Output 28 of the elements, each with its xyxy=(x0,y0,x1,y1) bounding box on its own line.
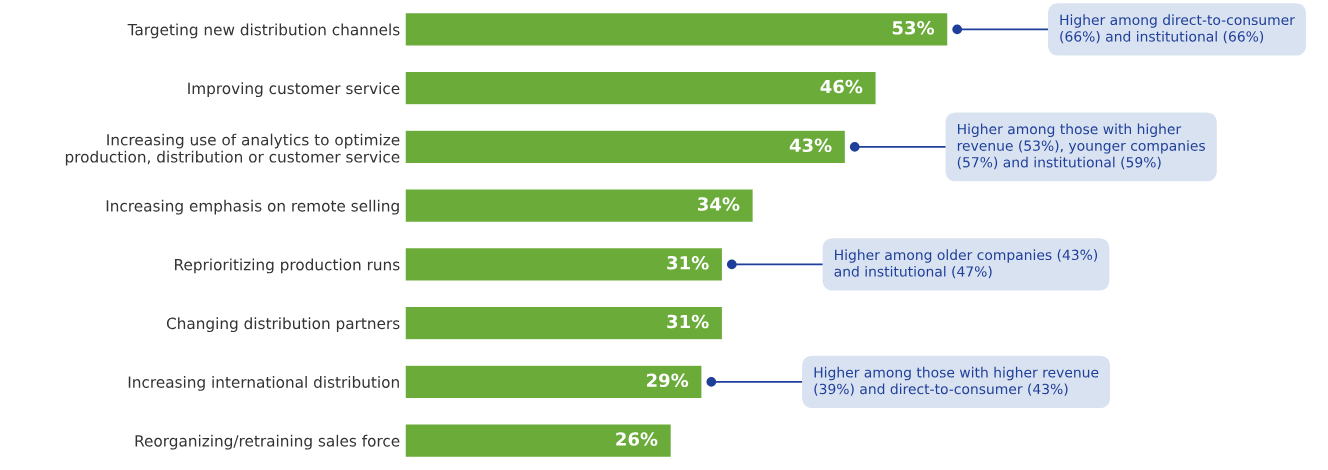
y-tick-label: Reprioritizing production runs xyxy=(175,258,400,274)
y-tick-label: Increasing international distribution xyxy=(128,376,399,391)
bar xyxy=(405,364,703,400)
y-tick-label: Increasing use of analytics to optimize production, distribution or customer service xyxy=(65,133,400,166)
annotation: Higher among those with higher revenue (39%) and direct-to-consumer (43%) xyxy=(814,366,1099,396)
bar xyxy=(405,423,673,459)
y-tick-label: Increasing emphasis on remote selling xyxy=(106,199,399,215)
data-label: 26% xyxy=(616,432,658,446)
y-tick-label: Targeting new distribution channels xyxy=(127,23,400,39)
annotation: Higher among direct-to-consumer (66%) and institutional (66%) xyxy=(1060,14,1295,44)
y-tick-label: Reorganizing/retraining sales force xyxy=(135,434,400,450)
annotation: Higher among those with higher revenue (53%), younger companies (57%) and institutional (59%) xyxy=(957,123,1205,170)
y-tick-label: Improving customer service xyxy=(188,82,400,98)
data-label: 46% xyxy=(820,79,863,94)
data-label: 31% xyxy=(667,255,709,270)
data-label: 29% xyxy=(647,373,689,388)
y-tick-label: Changing distribution partners xyxy=(166,317,400,333)
bar xyxy=(405,246,724,282)
annotation: Higher among older companies (43%) and institutional (47%) xyxy=(834,249,1098,279)
data-label: 31% xyxy=(667,314,709,329)
bar xyxy=(405,70,877,106)
bar xyxy=(405,305,724,341)
bar xyxy=(405,129,847,165)
data-label: 43% xyxy=(789,138,832,153)
bar xyxy=(405,188,755,224)
bar xyxy=(405,11,949,47)
data-label: 34% xyxy=(698,197,740,211)
data-label: 53% xyxy=(892,20,935,35)
